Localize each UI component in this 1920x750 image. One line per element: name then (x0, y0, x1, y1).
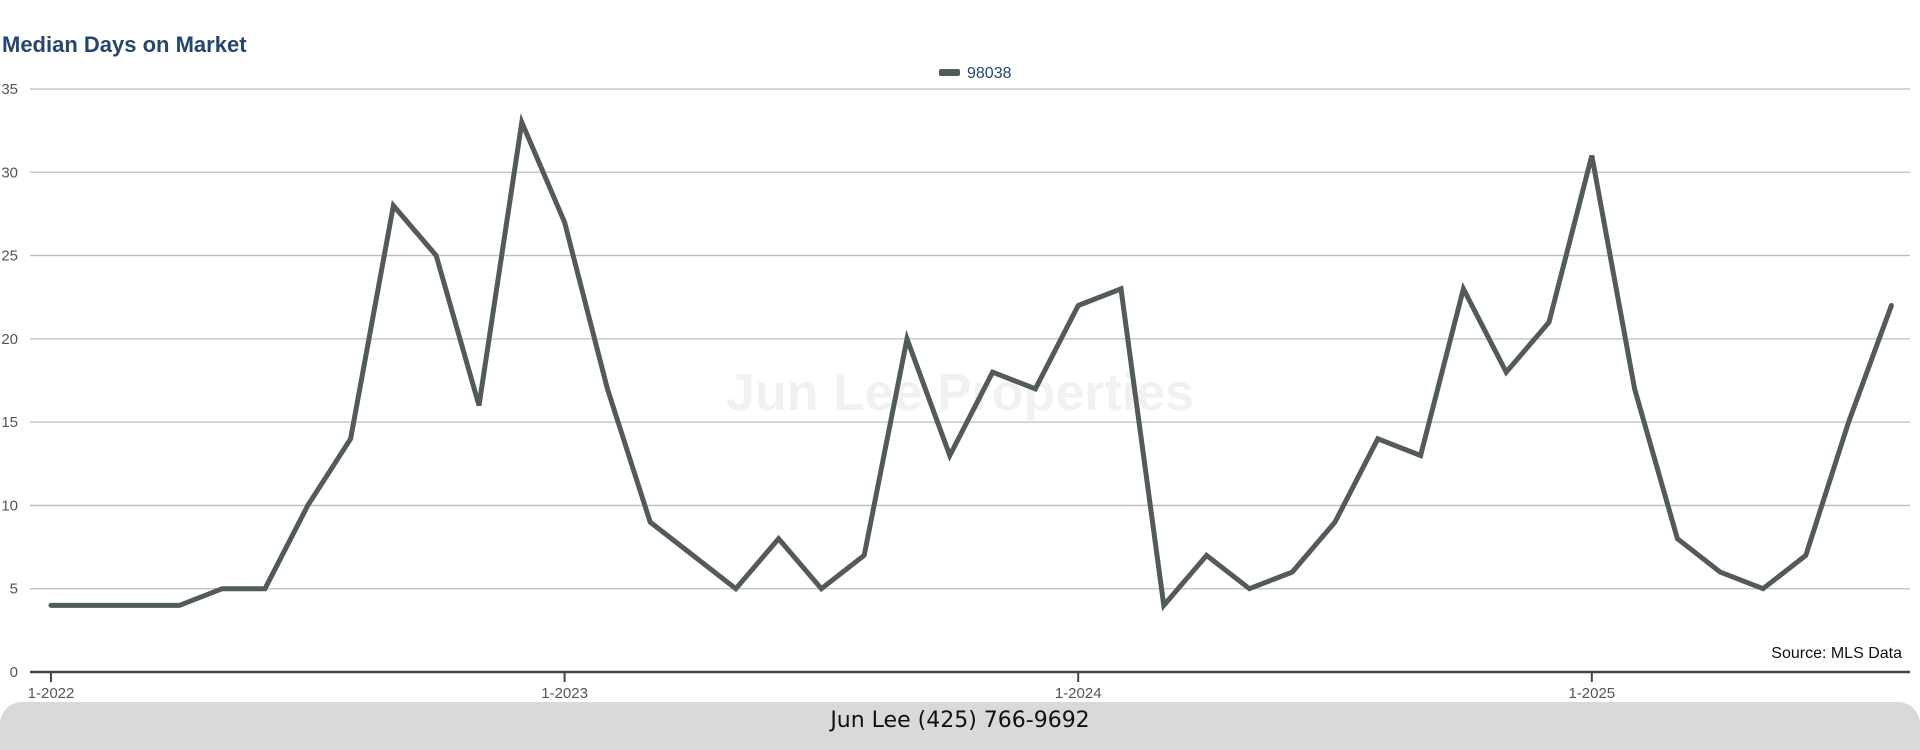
y-tick-label-35: 35 (1, 81, 18, 98)
legend-swatch-98038 (939, 69, 960, 76)
y-tick-label-10: 10 (1, 497, 18, 514)
chart-title: Median Days on Market (2, 32, 247, 57)
y-tick-label-5: 5 (10, 581, 18, 598)
y-tick-label-0: 0 (10, 664, 18, 681)
x-tick-label-1-2024: 1-2024 (1055, 685, 1102, 700)
x-tick-label-1-2023: 1-2023 (541, 685, 588, 700)
legend-label-98038: 98038 (967, 65, 1012, 82)
x-tick-label-1-2025: 1-2025 (1568, 685, 1615, 700)
source-note: Source: MLS Data (1771, 645, 1902, 662)
line-chart: Jun Lee Properties 0 5 10 15 20 25 30 35 1-2022 1-… (1, 65, 1910, 702)
series-line-98038 (48, 113, 1894, 612)
watermark-text: Jun Lee Properties (726, 364, 1194, 422)
x-tick-label-1-2022: 1-2022 (28, 685, 75, 700)
y-tick-label-20: 20 (1, 331, 18, 348)
y-tick-label-15: 15 (1, 414, 18, 431)
y-tick-label-25: 25 (1, 248, 18, 265)
footer-contact: Jun Lee (425) 766-9692 (0, 702, 1920, 750)
y-tick-label-30: 30 (1, 164, 18, 181)
